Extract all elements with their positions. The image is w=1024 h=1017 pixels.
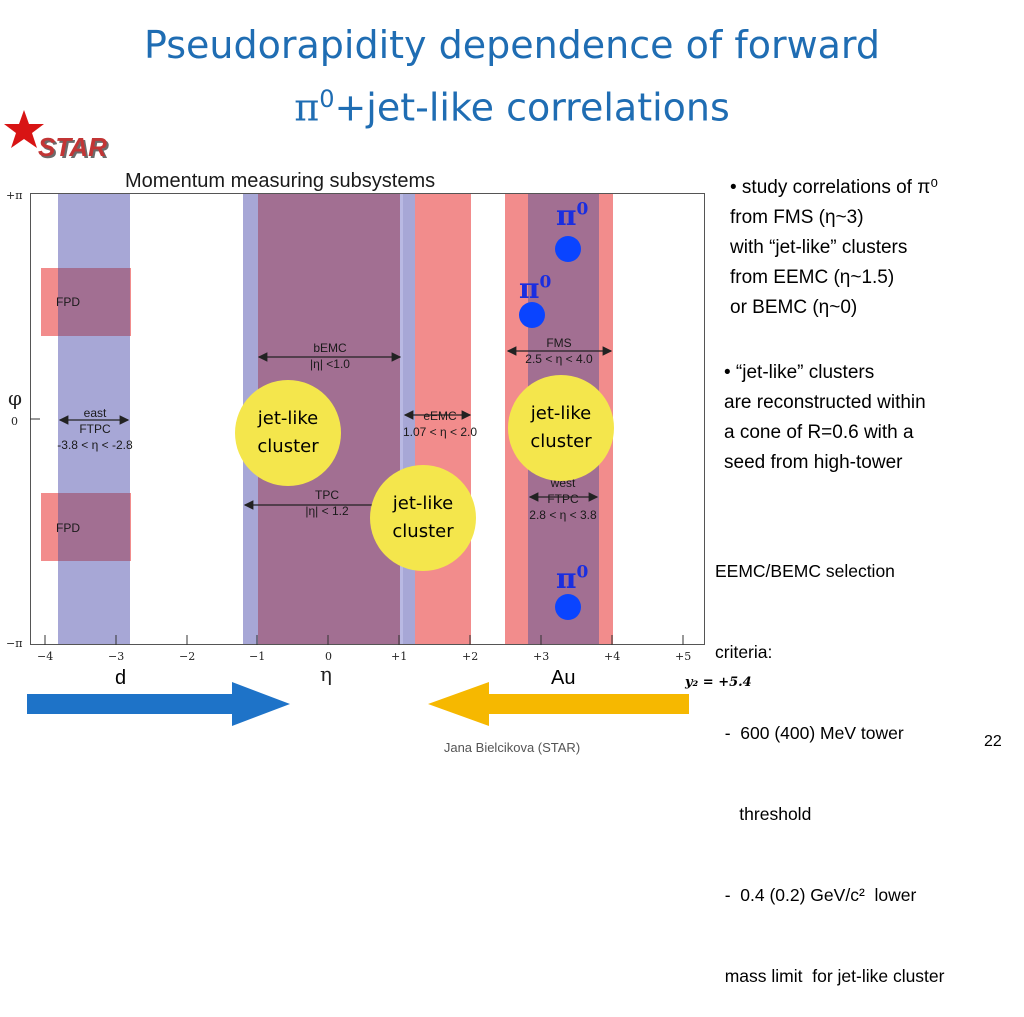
bullet-line: • “jet-like” clusters <box>724 362 875 383</box>
bullet-line: • study correlations of π⁰ <box>730 177 938 198</box>
label-tpc-name: TPC <box>315 488 339 502</box>
y-tick-zero: 0 <box>11 415 18 428</box>
jet-cluster-1: jet-like cluster <box>235 380 341 486</box>
criteria-block: EEMC/BEMC selection criteria: - 600 (400… <box>715 504 944 1017</box>
beam-label-d: d <box>115 667 127 689</box>
star-logo-text: STAR <box>38 132 107 162</box>
criteria-line: - 0.4 (0.2) GeV/c² lower <box>715 885 917 905</box>
label-east-detail: FTPC <box>79 422 111 436</box>
page-number: 22 <box>984 733 1002 750</box>
footer-author: Jana Bielcikova (STAR) <box>443 740 581 755</box>
y-axis-phi: φ <box>8 386 23 410</box>
bullet-line: are reconstructed within <box>724 392 926 413</box>
bullet-block-2: • “jet-like” clusters are reconstructed … <box>724 358 926 478</box>
pi0-sup: 0 <box>576 199 589 220</box>
bullet-line: with “jet-like” clusters <box>730 237 908 258</box>
star-logo-icon <box>4 110 44 148</box>
bullet-line: a cone of R=0.6 with a <box>724 422 914 443</box>
label-fpd-bottom: FPD <box>56 521 80 535</box>
title-pi-symbol: π <box>294 85 320 130</box>
label-eemc-detail: 1.07 < η < 2.0 <box>402 425 478 439</box>
cluster-line2: cluster <box>257 436 319 457</box>
bullet-line: from FMS (η~3) <box>730 207 864 228</box>
x-tick: +1 <box>391 650 408 663</box>
label-east-range: -3.8 < η < -2.8 <box>57 438 133 452</box>
cluster-line1: jet-like <box>257 408 319 429</box>
jet-cluster-2: jet-like cluster <box>370 465 476 571</box>
x-tick: +3 <box>533 650 550 663</box>
label-west-range: 2.8 < η < 3.8 <box>529 508 597 522</box>
bullet-line: from EEMC (η~1.5) <box>730 267 895 288</box>
criteria-line: - 600 (400) MeV tower <box>715 723 904 743</box>
slide-title-line1: Pseudorapidity dependence of forward <box>143 23 881 67</box>
x-tick: −4 <box>37 650 54 663</box>
y-tick-minus-pi: −π <box>6 637 23 650</box>
pi0-label-mid: π0 <box>519 272 551 305</box>
pi0-dot-bottom <box>555 594 581 620</box>
y-tick-plus-pi: +π <box>6 189 23 202</box>
pi0-symbol: π <box>556 562 577 595</box>
band-fpd-bottom-overlap <box>58 493 130 561</box>
y2-label: y₂ = +5.4 <box>685 675 752 690</box>
x-tick: 0 <box>325 650 332 663</box>
au-beam-arrow-icon <box>428 682 689 726</box>
pi0-sup: 0 <box>539 272 552 293</box>
band-gap-line <box>400 194 403 644</box>
criteria-line: EEMC/BEMC selection <box>715 561 895 581</box>
pi0-symbol: π <box>519 272 540 305</box>
bullet-line: or BEMC (η~0) <box>730 297 858 318</box>
label-fpd-top: FPD <box>56 295 80 309</box>
cluster-line1: jet-like <box>530 403 592 424</box>
x-tick: −3 <box>108 650 125 663</box>
pi0-sup: 0 <box>576 562 589 583</box>
title-rest: +jet-like correlations <box>334 85 730 130</box>
pi0-symbol: π <box>556 199 577 232</box>
x-tick: +4 <box>604 650 621 663</box>
d-beam-arrow-icon <box>27 682 290 726</box>
bullet-line: seed from high-tower <box>724 452 903 473</box>
label-bemc-name: bEMC <box>313 341 347 355</box>
criteria-line: threshold <box>715 804 812 824</box>
range-arrows <box>30 346 684 645</box>
x-tick: −2 <box>179 650 196 663</box>
panel-title: Momentum measuring subsystems <box>125 170 436 192</box>
x-tick: +5 <box>675 650 692 663</box>
pi0-label-bottom: π0 <box>556 562 588 595</box>
cluster-line1: jet-like <box>392 493 454 514</box>
jet-cluster-3: jet-like cluster <box>508 375 614 481</box>
cluster-line2: cluster <box>392 521 454 542</box>
pi0-dot-mid <box>519 302 545 328</box>
title-pi-sup: 0 <box>319 85 335 113</box>
criteria-line: mass limit for jet-like cluster <box>715 966 945 986</box>
pi0-dot-top <box>555 236 581 262</box>
pi0-label-top: π0 <box>556 199 588 232</box>
criteria-line: criteria: <box>715 642 773 662</box>
slide-title-line2: π0+jet-like correlations <box>0 74 1024 133</box>
beam-label-au: Au <box>551 667 576 689</box>
bullet-block-1: • study correlations of π⁰ from FMS (η~3… <box>730 173 938 323</box>
band-fpd-top-overlap <box>58 268 130 336</box>
cluster-line2: cluster <box>530 431 592 452</box>
x-axis-label: η <box>320 662 332 686</box>
beam-arrows <box>27 682 689 726</box>
x-tick: −1 <box>249 650 266 663</box>
x-tick: +2 <box>462 650 479 663</box>
